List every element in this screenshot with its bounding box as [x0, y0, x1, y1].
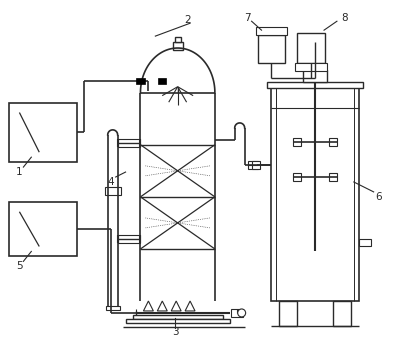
Bar: [333, 301, 351, 326]
Bar: [256, 27, 287, 35]
Bar: [118, 139, 140, 147]
Bar: [175, 37, 181, 42]
Bar: [105, 187, 120, 195]
Circle shape: [238, 309, 246, 317]
Bar: [158, 78, 166, 84]
Text: 6: 6: [375, 192, 382, 202]
Bar: [132, 315, 223, 319]
Bar: [267, 82, 363, 88]
Bar: [136, 78, 145, 84]
Polygon shape: [185, 301, 195, 311]
Text: 5: 5: [16, 261, 23, 271]
Bar: [126, 319, 230, 323]
Polygon shape: [108, 130, 118, 135]
Text: 3: 3: [172, 327, 178, 337]
Bar: [118, 235, 140, 243]
Bar: [106, 306, 120, 310]
Bar: [10, 102, 77, 162]
Bar: [293, 138, 301, 146]
Bar: [293, 173, 301, 181]
Bar: [252, 161, 259, 169]
Bar: [295, 63, 327, 71]
Text: 2: 2: [184, 15, 190, 25]
Bar: [329, 138, 337, 146]
Text: 4: 4: [107, 177, 114, 187]
Bar: [231, 309, 243, 317]
Bar: [279, 301, 297, 326]
Bar: [329, 173, 337, 181]
Bar: [271, 88, 359, 301]
Bar: [310, 42, 320, 52]
Bar: [257, 35, 285, 63]
Polygon shape: [140, 48, 215, 93]
Polygon shape: [171, 301, 181, 311]
Bar: [297, 33, 325, 63]
Bar: [173, 42, 183, 50]
Bar: [10, 202, 77, 256]
Polygon shape: [143, 301, 153, 311]
Bar: [307, 52, 323, 70]
Bar: [303, 70, 327, 82]
Bar: [248, 161, 257, 169]
Text: 1: 1: [16, 167, 23, 177]
Polygon shape: [157, 301, 167, 311]
Text: 7: 7: [244, 13, 251, 23]
Text: 8: 8: [342, 13, 348, 23]
Bar: [359, 238, 371, 246]
